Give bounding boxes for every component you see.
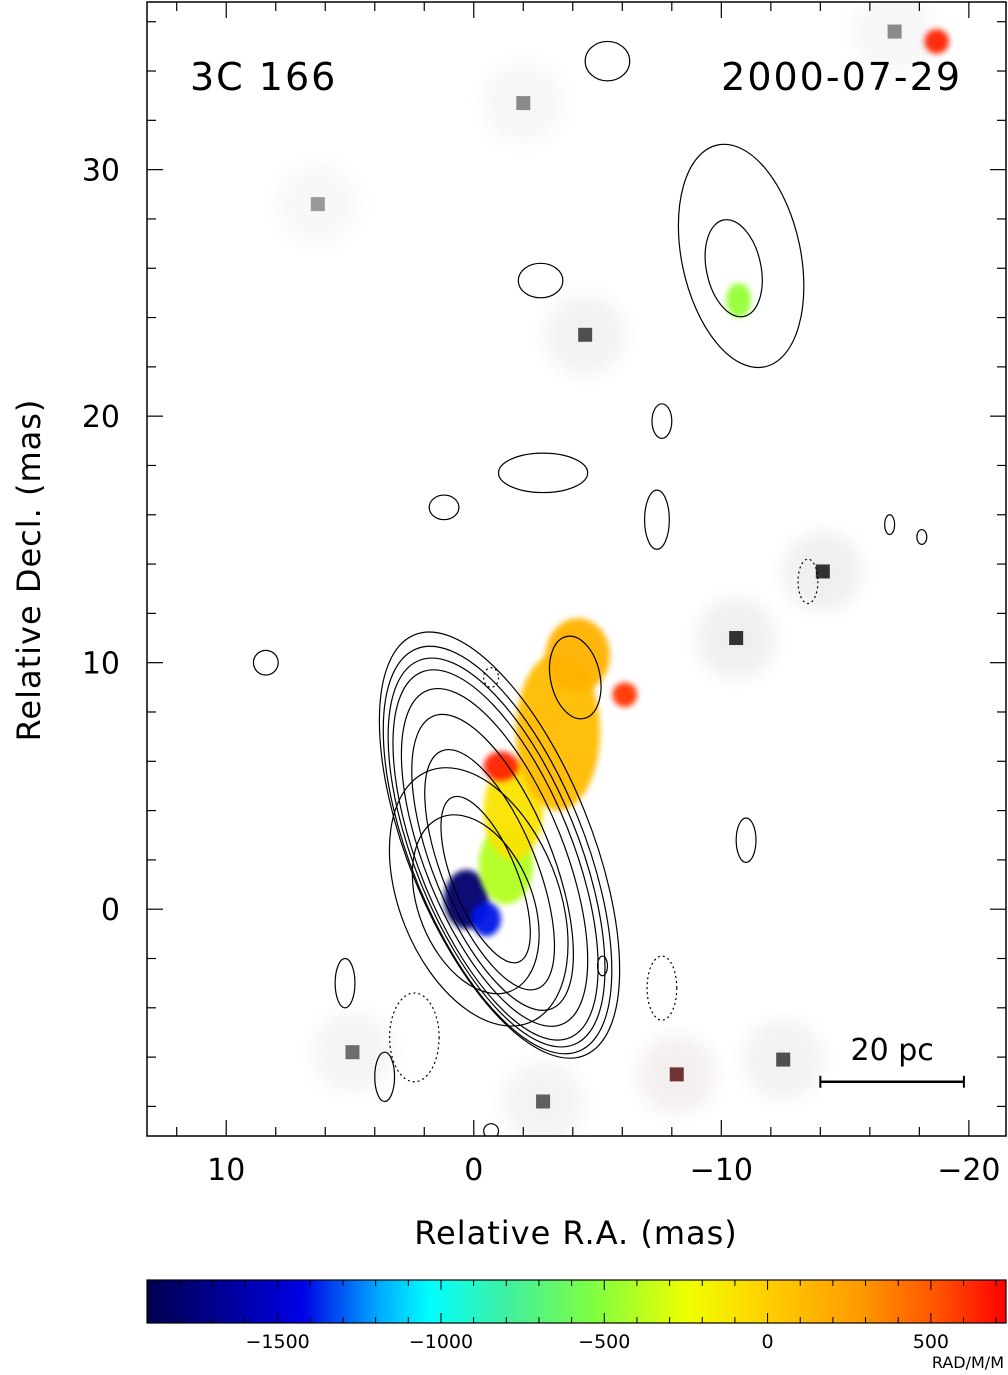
island-contour (497, 452, 589, 494)
colorbar-tick-label: 500 (913, 1331, 949, 1353)
x-axis-title: Relative R.A. (mas) (414, 1214, 738, 1252)
axis-ticks (147, 2, 1006, 1136)
jet-contour (704, 219, 763, 318)
island-contour (252, 649, 279, 676)
island-contour (428, 494, 460, 521)
island-contour (584, 40, 631, 82)
y-axis-title: Relative Decl. (mas) (10, 399, 48, 742)
negative-contour (483, 667, 500, 688)
colorbar-unit-label: RAD/M/M (932, 1353, 1004, 1372)
scale-bar-label: 20 pc (851, 1033, 934, 1068)
jet-contour (548, 635, 602, 720)
island-contour (916, 528, 928, 545)
rm-spot (776, 1052, 791, 1067)
core-contour (382, 645, 613, 1055)
x-tick-label: −20 (937, 1153, 1000, 1188)
plot-area (252, 2, 950, 1136)
island-contour (651, 403, 673, 439)
rm-region-jet-orange (515, 652, 601, 811)
colorbar: −1500 −1000 −500 0 500 RAD/M/M (146, 1279, 1007, 1372)
scale-bar: 20 pc (819, 1033, 965, 1088)
x-tick-label: −10 (690, 1153, 753, 1188)
negative-contour (646, 955, 678, 1021)
island-contour (735, 817, 757, 863)
island-contour (374, 1051, 396, 1103)
plot-frame (146, 1, 1007, 1137)
rm-region-jet-upper (545, 618, 610, 693)
island-contour (643, 489, 670, 550)
core-contour (388, 767, 569, 1027)
core-contour (411, 713, 574, 1011)
rm-spot (536, 1094, 551, 1109)
core-contour (378, 631, 621, 1059)
rm-region-red-spot-2 (612, 682, 638, 708)
island-contour (483, 1123, 500, 1136)
colorbar-tick-label: −1000 (409, 1331, 473, 1353)
rm-spot (345, 1045, 360, 1060)
rm-spot (516, 96, 531, 111)
rm-spot (669, 1067, 684, 1082)
core-contour (424, 749, 556, 991)
rm-spot (815, 564, 830, 579)
y-tick-label: 30 (82, 154, 120, 189)
y-tick-label: 10 (82, 647, 120, 682)
epoch-label: 2000-07-29 (721, 55, 962, 99)
colorbar-tick-labels: −1500 −1000 −500 0 500 (246, 1331, 950, 1353)
axis-tick-labels: 10 0 −10 −20 0 10 20 30 (82, 154, 1001, 1188)
negative-contour (797, 558, 819, 605)
island-contour (596, 955, 609, 977)
source-name-label: 3C 166 (190, 55, 337, 99)
colorbar-tick-label: 0 (762, 1331, 774, 1353)
jet-contour (677, 143, 805, 369)
core-contour (387, 657, 606, 1048)
core-contour (392, 669, 599, 1041)
contour-map (252, 40, 928, 1136)
core-contour (440, 795, 531, 964)
island-contour (334, 957, 356, 1009)
core-contour (411, 814, 540, 995)
colorbar-gradient (146, 1279, 1007, 1324)
rm-color-map (277, 2, 950, 1136)
rm-region-far-knot (726, 283, 752, 318)
colorbar-ticks (179, 1280, 997, 1323)
rm-spot (310, 197, 325, 212)
y-tick-label: 20 (82, 400, 120, 435)
negative-contour (388, 992, 440, 1083)
rm-spot (578, 327, 593, 342)
rm-spot (887, 24, 902, 39)
rm-region-red-spot (483, 751, 519, 782)
x-tick-label: 10 (207, 1153, 245, 1188)
rm-region-core-edge (471, 901, 501, 937)
island-contour (884, 514, 896, 536)
colorbar-tick-label: −500 (578, 1331, 630, 1353)
y-tick-label: 0 (101, 893, 120, 928)
colorbar-tick-label: −1500 (246, 1331, 310, 1353)
core-contour (400, 687, 589, 1027)
rm-spot (729, 631, 744, 646)
x-tick-label: 0 (464, 1153, 483, 1188)
island-contour (517, 262, 564, 299)
